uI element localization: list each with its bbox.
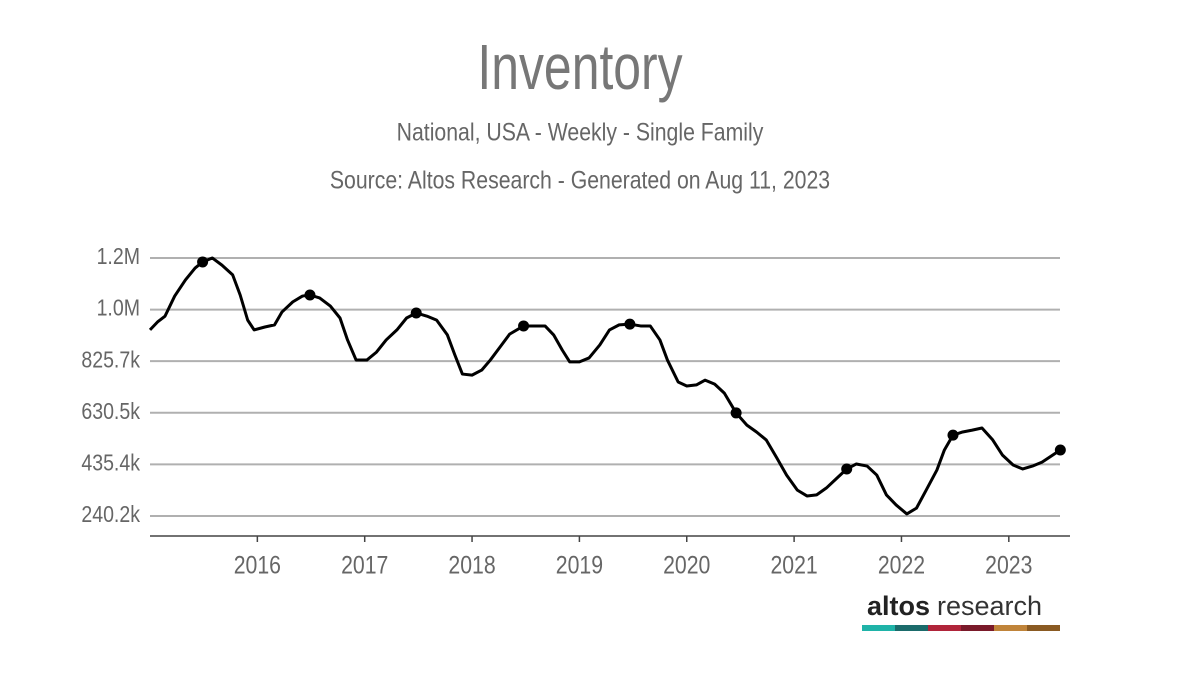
brand-bar-segment (928, 625, 961, 631)
chart-subtitle: National, USA - Weekly - Single Family (397, 118, 764, 146)
x-tick-label: 2016 (234, 551, 281, 579)
x-tick-label: 2018 (448, 551, 495, 579)
point-marker (1054, 444, 1066, 456)
point-marker (518, 320, 530, 332)
y-tick-label: 1.0M (97, 295, 140, 321)
point-marker (197, 256, 209, 268)
point-marker (304, 289, 316, 301)
brand-bar-segment (895, 625, 928, 631)
line-series (148, 256, 1062, 516)
point-marker (730, 407, 742, 419)
chart-source: Source: Altos Research - Generated on Au… (330, 166, 830, 194)
x-tick-label: 2023 (985, 551, 1032, 579)
brand-bar-segment (961, 625, 994, 631)
x-tick-label: 2020 (663, 551, 710, 579)
y-tick-label: 240.2k (81, 502, 140, 528)
brand-bar (862, 625, 1060, 631)
y-tick-label: 435.4k (81, 450, 140, 476)
x-tick-label: 2022 (878, 551, 925, 579)
x-tick-label: 2017 (341, 551, 388, 579)
y-tick-label: 825.7k (81, 347, 140, 373)
brand-bar-segment (862, 625, 895, 631)
point-marker (841, 463, 853, 475)
y-tick-label: 630.5k (81, 398, 140, 424)
point-marker (947, 429, 959, 441)
point-marker (624, 318, 636, 330)
chart-title: Inventory (477, 32, 683, 103)
x-tick-label: 2019 (556, 551, 603, 579)
brand-bar-segment (1027, 625, 1060, 631)
brand-bar-segment (994, 625, 1027, 631)
brand-suffix: research (937, 591, 1042, 621)
point-marker (410, 307, 422, 319)
x-tick-label: 2021 (770, 551, 817, 579)
brand: altos (867, 591, 930, 621)
y-tick-label: 1.2M (97, 244, 140, 270)
